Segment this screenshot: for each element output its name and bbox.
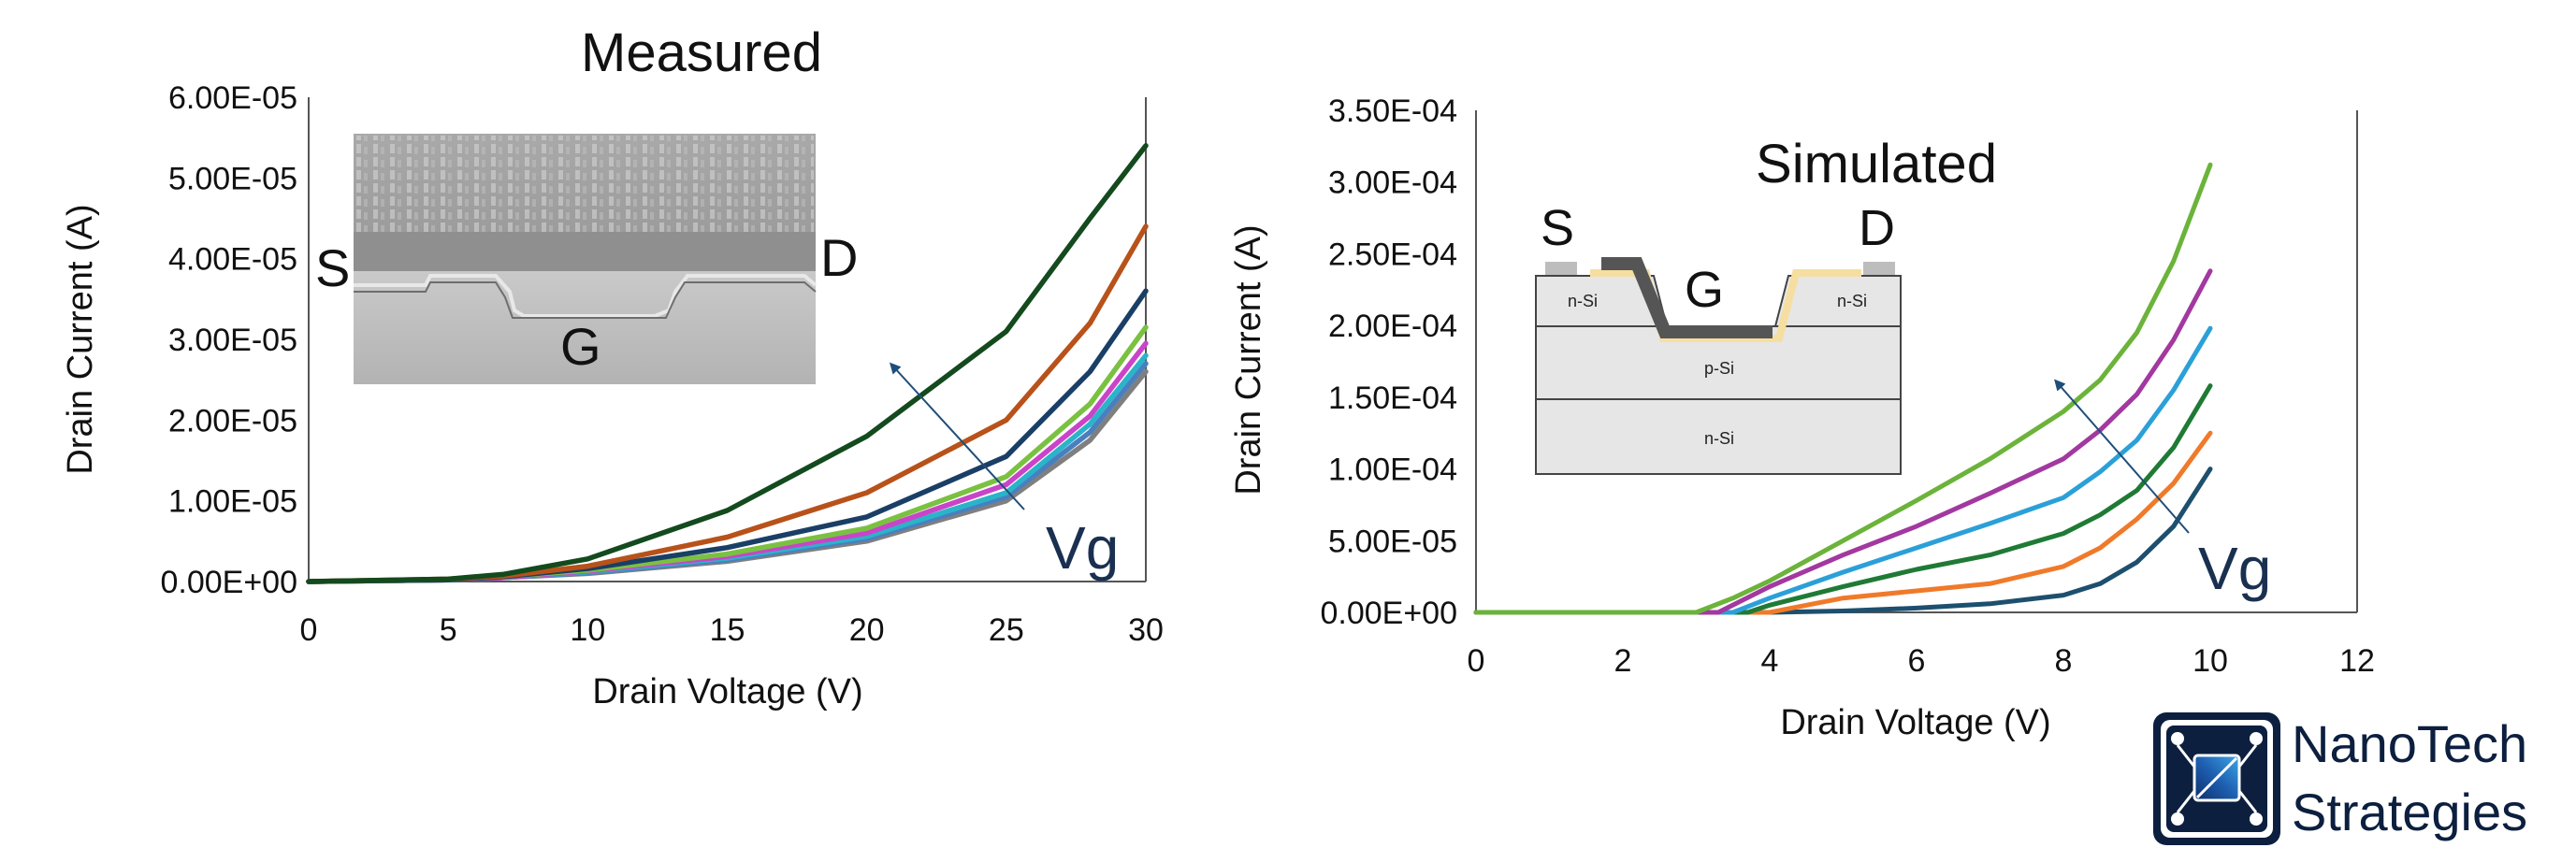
sem-image-texture xyxy=(355,136,814,248)
measured-chart: Measured 0.00E+00 1.00E-05 2.00E-05 3.00E-0… xyxy=(61,22,1164,711)
x-tick-label: 2 xyxy=(1614,643,1632,679)
y-tick-label: 0.00E+00 xyxy=(1320,596,1457,631)
series-line-6 xyxy=(1473,162,2213,615)
x-tick-label: 8 xyxy=(2055,643,2073,679)
x-tick-label: 4 xyxy=(1761,643,1779,679)
schematic-gate-label: G xyxy=(1685,262,1724,318)
sem-source-label: S xyxy=(315,238,350,297)
y-tick-label: 5.00E-05 xyxy=(1328,524,1457,559)
x-axis-label: Drain Voltage (V) xyxy=(592,672,862,711)
series-lines xyxy=(306,143,1149,584)
y-axis-label: Drain Current (A) xyxy=(61,204,100,474)
sem-image-band xyxy=(354,232,816,271)
series-lines xyxy=(1473,162,2213,615)
chart-title: Measured xyxy=(581,22,822,83)
y-tick-label: 3.50E-04 xyxy=(1328,93,1457,129)
y-tick-labels: 0.00E+00 5.00E-05 1.00E-04 1.50E-04 2.00E-04… xyxy=(1320,93,1457,631)
sem-gate-profile-inner xyxy=(354,281,817,319)
x-tick-label: 0 xyxy=(1468,643,1485,679)
bottom-n-si-label: n-Si xyxy=(1704,429,1734,448)
chart-title: Simulated xyxy=(1756,134,1997,194)
x-tick-label: 12 xyxy=(2339,643,2375,679)
x-tick-label: 0 xyxy=(300,612,318,648)
chip-icon xyxy=(2153,712,2280,845)
y-tick-label: 1.00E-04 xyxy=(1328,453,1457,488)
x-axis-label: Drain Voltage (V) xyxy=(1780,703,2050,742)
x-tick-label: 25 xyxy=(989,612,1024,648)
y-tick-label: 1.00E-05 xyxy=(168,484,297,520)
y-tick-labels: 0.00E+00 1.00E-05 2.00E-05 3.00E-05 4.00E-05… xyxy=(160,80,297,600)
y-tick-label: 2.00E-04 xyxy=(1328,309,1457,344)
schematic-drain-label: D xyxy=(1859,200,1895,256)
sem-gate-profile xyxy=(354,274,818,318)
series-line-3 xyxy=(1473,383,2213,615)
sem-drain-label: D xyxy=(820,228,858,287)
series-line-4 xyxy=(1473,325,2213,615)
sem-inset: S D G xyxy=(315,134,858,384)
y-axis-label: Drain Current (A) xyxy=(1229,224,1268,495)
gate-electrode xyxy=(1601,257,1773,338)
nanotech-logo: NanoTech Strategies xyxy=(2153,712,2527,845)
series-line-5 xyxy=(1473,268,2213,615)
y-tick-label: 0.00E+00 xyxy=(160,565,297,600)
source-contact xyxy=(1545,262,1577,275)
y-tick-label: 1.50E-04 xyxy=(1328,381,1457,416)
x-tick-label: 10 xyxy=(2192,643,2228,679)
left-n-si-label: n-Si xyxy=(1568,292,1598,310)
y-tick-label: 5.00E-05 xyxy=(168,161,297,196)
series-line-1 xyxy=(1473,467,2213,615)
y-tick-label: 2.50E-04 xyxy=(1328,237,1457,272)
vg-arrow-label: Vg xyxy=(2198,535,2271,602)
x-tick-label: 20 xyxy=(849,612,885,648)
y-tick-label: 3.00E-05 xyxy=(168,323,297,358)
y-tick-label: 6.00E-05 xyxy=(168,80,297,116)
schematic-source-label: S xyxy=(1541,200,1574,256)
vg-arrow xyxy=(2054,379,2190,534)
logo-line-2: Strategies xyxy=(2292,783,2527,841)
right-n-si-label: n-Si xyxy=(1837,292,1867,310)
x-tick-label: 30 xyxy=(1128,612,1164,648)
x-tick-label: 5 xyxy=(440,612,457,648)
p-si-label: p-Si xyxy=(1704,359,1734,378)
y-tick-label: 3.00E-04 xyxy=(1328,165,1457,201)
series-line-2 xyxy=(1473,430,2213,615)
vg-arrow xyxy=(889,362,1025,510)
logo-line-1: NanoTech xyxy=(2292,714,2527,773)
sem-gate-label: G xyxy=(560,317,601,376)
x-tick-labels: 0 2 4 6 8 10 12 xyxy=(1468,643,2375,679)
x-tick-label: 10 xyxy=(570,612,605,648)
drain-contact xyxy=(1863,262,1895,275)
series-line-8 xyxy=(306,143,1149,584)
x-tick-label: 15 xyxy=(710,612,745,648)
y-tick-label: 4.00E-05 xyxy=(168,242,297,278)
simulated-chart: 0.00E+00 5.00E-05 1.00E-04 1.50E-04 2.00E-04… xyxy=(1229,93,2375,742)
x-tick-labels: 0 5 10 15 20 25 30 xyxy=(300,612,1164,648)
y-tick-label: 2.00E-05 xyxy=(168,403,297,438)
device-schematic-inset: S D G n-Si n-Si p-Si n-Si xyxy=(1535,200,1902,475)
x-tick-label: 6 xyxy=(1908,643,1926,679)
vg-arrow-label: Vg xyxy=(1046,514,1119,582)
